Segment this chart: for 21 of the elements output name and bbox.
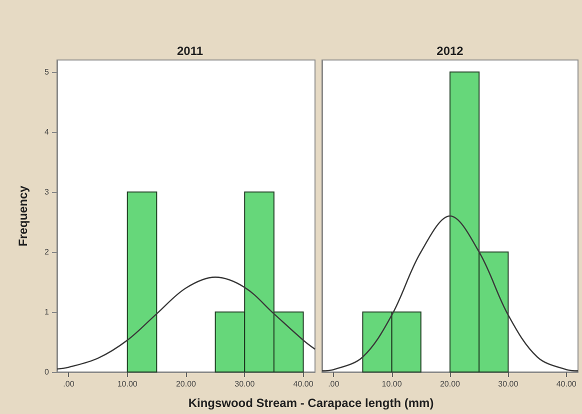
y-tick-label: 5: [44, 68, 50, 76]
chart-title: 2012: [436, 44, 464, 58]
x-tick-label: 40.00: [556, 380, 577, 388]
x-tick-label: 30.00: [234, 380, 256, 388]
chart-title: 2011: [176, 44, 204, 58]
y-tick-label: 1: [44, 308, 50, 316]
y-tick-label: 0: [44, 368, 50, 376]
x-tick-label: 20.00: [176, 380, 197, 388]
x-tick-label: 20.00: [440, 380, 461, 388]
y-tick-label: 2: [44, 248, 50, 256]
x-tick-label: .00: [328, 380, 340, 388]
y-axis-title: Frequency: [16, 185, 30, 246]
x-axis-title: Kingswood Stream - Carapace length (mm): [187, 396, 435, 410]
x-tick-label: 30.00: [498, 380, 519, 388]
x-tick-label: .00: [63, 380, 75, 388]
y-tick-label: 3: [44, 188, 50, 196]
line-series: [56, 276, 316, 370]
y-tick-label: 4: [44, 128, 50, 136]
x-tick-label: 10.00: [382, 380, 402, 388]
x-tick-label: 10.00: [117, 380, 138, 388]
x-tick-label: 40.00: [293, 380, 314, 388]
